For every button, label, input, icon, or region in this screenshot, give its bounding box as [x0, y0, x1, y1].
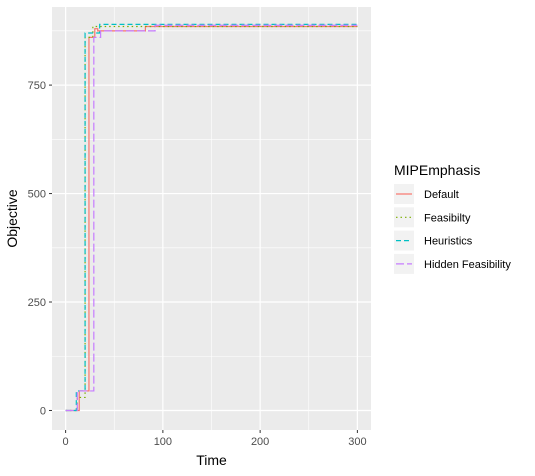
series-line-0 — [65, 25, 358, 412]
x-axis-title: Time — [196, 452, 227, 468]
x-tick-label: 300 — [348, 436, 366, 448]
legend: MIPEmphasis Default Feasibilty Heuristics H… — [394, 162, 511, 274]
x-tick-label: 0 — [63, 436, 69, 448]
x-tick-label: 200 — [251, 436, 269, 448]
series-layer — [65, 23, 358, 412]
x-axis: 0 100 200 300 — [63, 430, 367, 448]
legend-label-0: Default — [424, 189, 459, 201]
legend-label-2: Heuristics — [424, 236, 473, 248]
y-axis-title: Objective — [4, 189, 20, 248]
y-tick-label: 750 — [28, 80, 46, 92]
grid-minor — [52, 7, 371, 430]
legend-label-1: Feasibilty — [424, 212, 471, 224]
x-tick-label: 100 — [154, 436, 172, 448]
grid-major — [52, 7, 371, 430]
y-tick-label: 500 — [28, 189, 46, 201]
y-tick-label: 0 — [40, 405, 46, 417]
legend-title: MIPEmphasis — [394, 162, 480, 178]
y-axis: 0 250 500 750 — [28, 80, 52, 417]
legend-key-1 — [394, 207, 414, 228]
legend-label-3: Hidden Feasibility — [424, 259, 511, 271]
y-tick-label: 250 — [28, 297, 46, 309]
series-line-2 — [65, 23, 358, 412]
